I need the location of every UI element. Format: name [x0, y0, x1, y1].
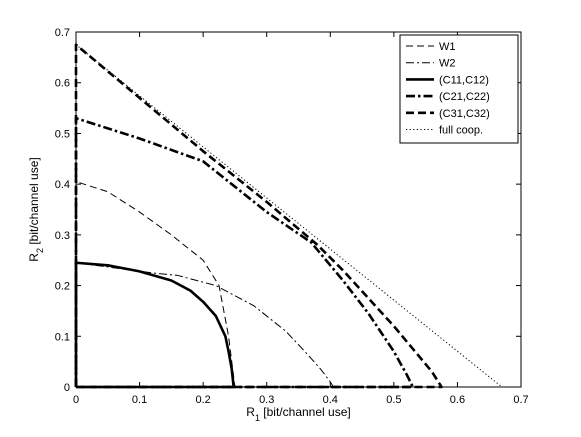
x-tick-label: 0.4: [323, 394, 338, 406]
x-tick-label: 0.6: [450, 394, 465, 406]
series-line-3: [74, 116, 415, 389]
x-tick-label: 0.1: [132, 394, 147, 406]
legend-label: (C31,C32): [439, 108, 490, 120]
series-line-4: [74, 43, 443, 389]
y-tick-label: 0.3: [55, 230, 70, 242]
legend-label: W2: [439, 58, 456, 70]
legend-label: full coop.: [439, 125, 483, 137]
x-tick-label: 0.3: [259, 394, 274, 406]
legend-label: W1: [439, 41, 456, 53]
series-line-1: [75, 262, 334, 388]
legend-label: (C11,C12): [439, 74, 489, 86]
x-tick-label: 0: [73, 394, 79, 406]
axes-box: [75, 31, 522, 388]
series-line-2: [74, 261, 235, 389]
x-axis-title: R1 [bit/channel use]: [246, 405, 350, 423]
y-tick-label: 0.4: [55, 179, 70, 191]
axes: 0 0.1 0.2 0.3 0.4 0.5 0.6 0.7 0 0.1 0.2 0.3 0.4 0.5 0.…: [27, 27, 529, 423]
y-tick-label: 0.5: [55, 128, 70, 140]
x-tick-label: 0.5: [386, 394, 401, 406]
y-axis-title: R2 [bit/channel use]: [27, 157, 45, 261]
legend-label: (C21,C22): [439, 91, 490, 103]
legend-box: [399, 34, 519, 144]
series-line-0: [75, 181, 236, 388]
x-tick-label: 0.2: [195, 394, 210, 406]
y-tick-label: 0.2: [55, 281, 70, 293]
x-tick-label: 0.7: [513, 394, 528, 406]
y-tick-label: 0: [64, 382, 70, 394]
y-tick-label: 0.6: [55, 78, 70, 90]
legend: W1 W2 (C11,C12) (C21,C22) (C31,C32) full coop…: [399, 34, 519, 144]
y-tick-label: 0.7: [55, 27, 70, 39]
y-tick-label: 0.1: [55, 331, 70, 343]
